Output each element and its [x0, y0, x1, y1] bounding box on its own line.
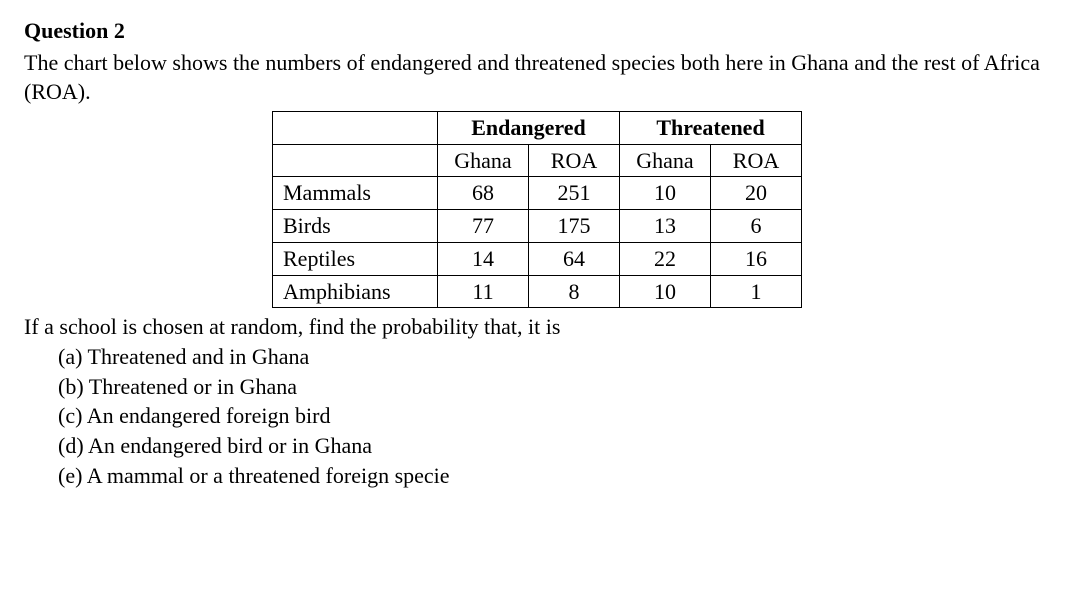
probability-prompt: If a school is chosen at random, find th… — [24, 312, 1050, 342]
sub-question-a: (a) Threatened and in Ghana — [58, 342, 1050, 372]
subheader-cell: Ghana — [438, 144, 529, 177]
table-header-row-1: Endangered Threatened — [273, 112, 802, 145]
sub-question-d: (d) An endangered bird or in Ghana — [58, 431, 1050, 461]
data-cell: 16 — [711, 242, 802, 275]
row-label-cell: Amphibians — [273, 275, 438, 308]
data-cell: 251 — [529, 177, 620, 210]
question-heading: Question 2 — [24, 16, 1050, 46]
subheader-cell: ROA — [529, 144, 620, 177]
species-table: Endangered Threatened Ghana ROA Ghana RO… — [272, 111, 802, 308]
data-cell: 175 — [529, 210, 620, 243]
data-cell: 22 — [620, 242, 711, 275]
data-cell: 64 — [529, 242, 620, 275]
data-cell: 10 — [620, 275, 711, 308]
row-label-cell: Reptiles — [273, 242, 438, 275]
data-cell: 68 — [438, 177, 529, 210]
table-row: Birds 77 175 13 6 — [273, 210, 802, 243]
group-header-endangered: Endangered — [438, 112, 620, 145]
sub-question-c: (c) An endangered foreign bird — [58, 401, 1050, 431]
data-cell: 11 — [438, 275, 529, 308]
data-cell: 77 — [438, 210, 529, 243]
subheader-cell: ROA — [711, 144, 802, 177]
group-header-threatened: Threatened — [620, 112, 802, 145]
data-cell: 20 — [711, 177, 802, 210]
data-cell: 14 — [438, 242, 529, 275]
row-label-cell: Birds — [273, 210, 438, 243]
sub-question-b: (b) Threatened or in Ghana — [58, 372, 1050, 402]
table-row: Amphibians 11 8 10 1 — [273, 275, 802, 308]
blank-corner-cell — [273, 112, 438, 145]
blank-subheader-cell — [273, 144, 438, 177]
table-row: Mammals 68 251 10 20 — [273, 177, 802, 210]
sub-question-list: (a) Threatened and in Ghana (b) Threaten… — [24, 342, 1050, 490]
data-cell: 6 — [711, 210, 802, 243]
table-row: Reptiles 14 64 22 16 — [273, 242, 802, 275]
data-cell: 8 — [529, 275, 620, 308]
data-cell: 10 — [620, 177, 711, 210]
table-header-row-2: Ghana ROA Ghana ROA — [273, 144, 802, 177]
subheader-cell: Ghana — [620, 144, 711, 177]
question-intro: The chart below shows the numbers of end… — [24, 48, 1050, 107]
data-cell: 13 — [620, 210, 711, 243]
data-cell: 1 — [711, 275, 802, 308]
row-label-cell: Mammals — [273, 177, 438, 210]
sub-question-e: (e) A mammal or a threatened foreign spe… — [58, 461, 1050, 491]
